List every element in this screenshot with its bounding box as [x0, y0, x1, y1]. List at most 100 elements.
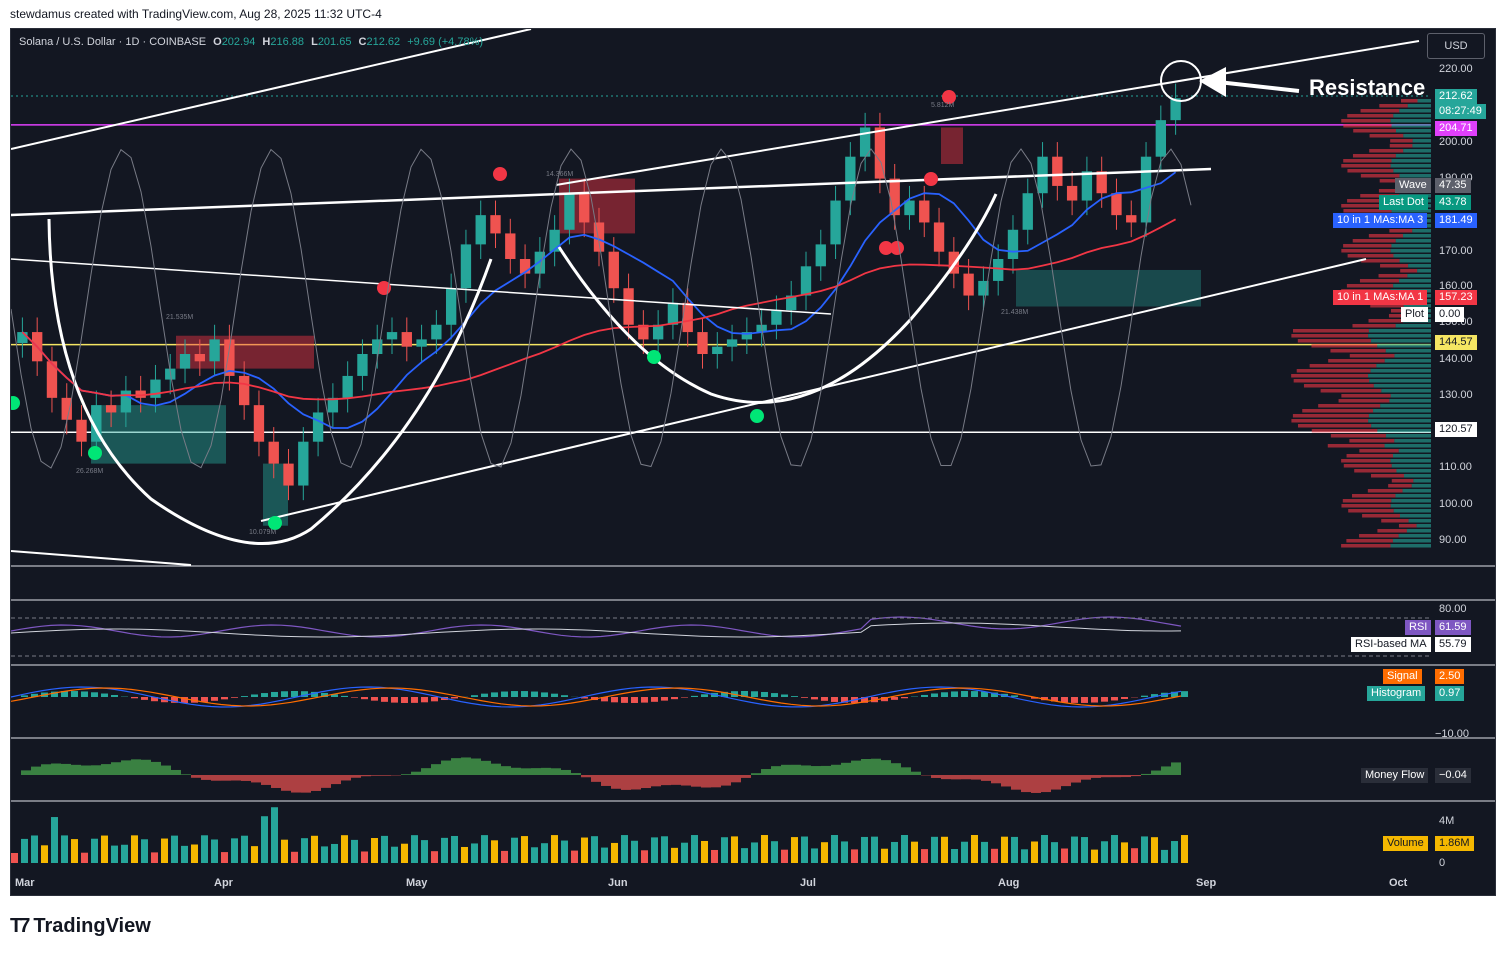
last-dot-value: 43.78 [1435, 195, 1471, 210]
money-flow-area [211, 775, 221, 781]
resistance-arrow-head [1199, 67, 1226, 97]
volume-bar [561, 840, 568, 863]
volume-profile-bar [1378, 189, 1408, 193]
volume-profile-bar [1388, 314, 1413, 318]
volume-profile-bar [1417, 269, 1431, 273]
money-flow-area [771, 766, 781, 775]
volume-profile-bar [1360, 174, 1400, 178]
chart-canvas[interactable]: 26.268M 21.535M 10.079M 14.366M 5.812M 21.438… [11, 29, 1496, 896]
volume-bar [641, 850, 648, 863]
volume-marker-label: 21.438M [1001, 309, 1028, 316]
candle-body [1170, 98, 1181, 121]
macd-histogram-bar [1091, 697, 1098, 703]
volume-profile-bar [1343, 124, 1392, 128]
candle-body [209, 339, 220, 362]
money-flow-area [551, 768, 561, 775]
volume-bar [541, 843, 548, 863]
volume-bar [71, 839, 78, 863]
chart-frame[interactable]: 26.268M 21.535M 10.079M 14.366M 5.812M 21.438… [10, 28, 1496, 896]
macd-histogram-bar [231, 697, 238, 698]
macd-histogram-bar [371, 697, 378, 701]
volume-bar [681, 842, 688, 863]
low-value: 201.65 [317, 36, 352, 48]
money-flow-area [451, 758, 461, 775]
volume-profile-bar [1353, 129, 1396, 133]
currency-button[interactable]: USD [1427, 33, 1485, 59]
macd-histogram-bar [31, 693, 38, 697]
macd-histogram-bar [311, 691, 318, 697]
volume-bar [1031, 841, 1038, 863]
money-flow-area [981, 775, 991, 781]
volume-profile-bar [1330, 349, 1386, 353]
volume-bar [831, 835, 838, 863]
wave-value: 47.35 [1435, 178, 1471, 193]
volume-bar [881, 848, 888, 863]
volume-profile-bar [1368, 374, 1431, 378]
volume-bar [671, 847, 678, 863]
tradingview-logo[interactable]: T7 TradingView [10, 915, 151, 938]
month-label: Mar [15, 877, 35, 889]
volume-profile-bar [1377, 529, 1407, 533]
money-flow-value: −0.04 [1435, 768, 1471, 783]
macd-histogram-bar [291, 691, 298, 697]
volume-marker-label: 5.812M [931, 102, 955, 109]
money-flow-area [261, 775, 271, 785]
volume-profile-bar [1393, 254, 1431, 258]
volume-profile-bar [1351, 494, 1396, 498]
volume-bar [571, 850, 578, 863]
volume-profile-bar [1347, 254, 1394, 258]
macd-histogram-bar [671, 697, 678, 700]
money-flow-area [1151, 770, 1161, 775]
volume-profile-bar [1412, 144, 1431, 148]
change-value: +9.69 (+4.78%) [407, 36, 484, 48]
volume-bar [1061, 848, 1068, 863]
month-label: Sep [1196, 877, 1217, 889]
buy-dot [647, 350, 661, 364]
rsi-value: 61.59 [1435, 620, 1471, 635]
candle-body [327, 397, 339, 413]
money-flow-area [331, 775, 341, 785]
macd-histogram-bar [261, 693, 268, 697]
macd-histogram-bar [811, 697, 818, 700]
volume-bar [861, 836, 868, 863]
macd-histogram-bar [1121, 697, 1128, 699]
trend-line [11, 258, 832, 315]
money-flow-area [421, 768, 431, 775]
volume-profile-bar [1408, 264, 1431, 268]
volume-profile-bar [1368, 414, 1431, 418]
volume-profile-bar [1412, 229, 1431, 233]
volume-profile-bar [1341, 394, 1391, 398]
volume-profile-bar [1371, 424, 1431, 428]
money-flow-area [1041, 775, 1051, 793]
magenta-level-badge: 204.71 [1435, 121, 1477, 136]
volume-bar [801, 836, 808, 863]
price-tick: 200.00 [1439, 136, 1473, 148]
volume-profile-bar [1379, 179, 1408, 183]
macd-tick: −10.00 [1435, 728, 1469, 740]
volume-bar [451, 835, 458, 863]
rsi-ma-label: RSI-based MA [1351, 637, 1431, 652]
volume-bar [321, 846, 328, 863]
candle-body [268, 441, 279, 464]
volume-profile-bar [1395, 494, 1431, 498]
volume-profile-bar [1346, 454, 1393, 458]
volume-bar [31, 835, 38, 863]
macd-histogram-bar [271, 691, 278, 697]
volume-bar [1141, 836, 1148, 863]
volume-bar [121, 844, 128, 863]
volume-profile-bar [1347, 199, 1394, 203]
money-flow-area [1081, 775, 1091, 780]
volume-profile-bar [1417, 99, 1431, 103]
volume-profile-bar [1403, 134, 1431, 138]
volume-bar [751, 842, 758, 863]
symbol-title: Solana / U.S. Dollar · 1D · COINBASE [19, 36, 207, 48]
money-flow-area [971, 775, 981, 780]
macd-histogram-bar [351, 697, 358, 698]
money-flow-area [81, 765, 91, 775]
money-flow-area [321, 775, 331, 788]
volume-profile-bar [1376, 364, 1431, 368]
money-flow-area [161, 765, 171, 775]
macd-histogram-bar [381, 697, 388, 702]
candle-body [830, 200, 841, 245]
candle-body [800, 266, 812, 296]
